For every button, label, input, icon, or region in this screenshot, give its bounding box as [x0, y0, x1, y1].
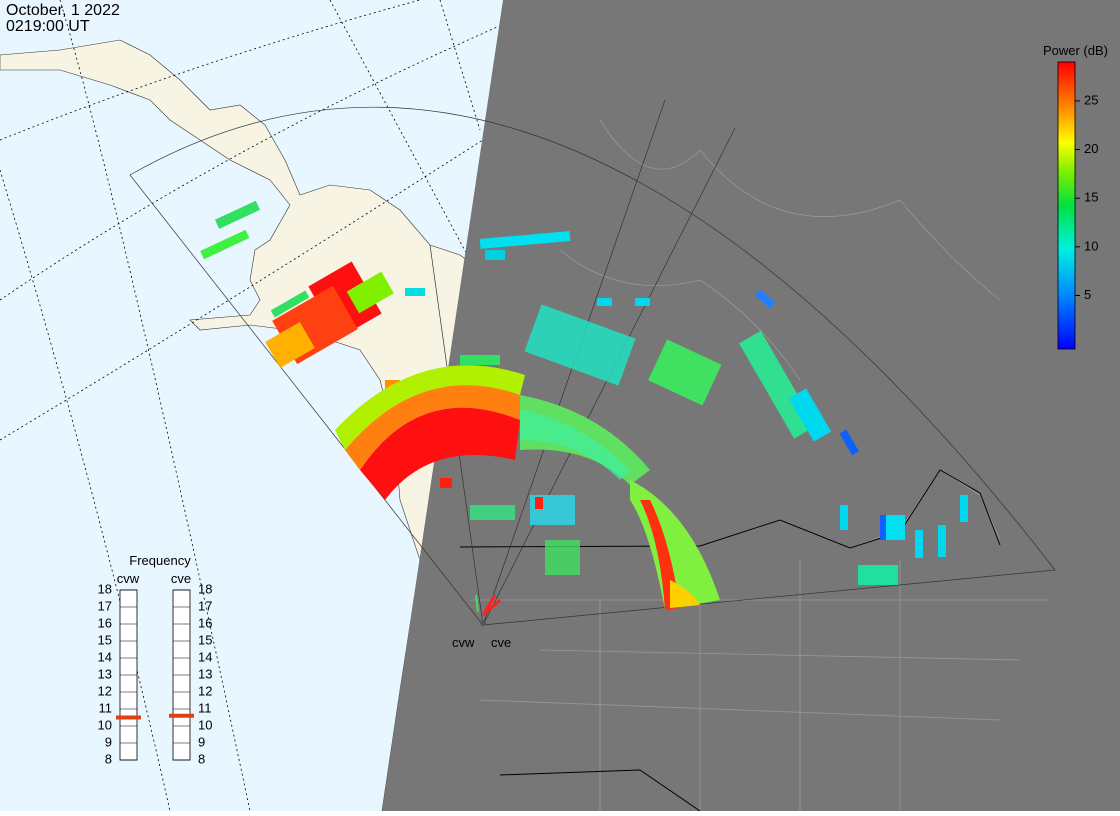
frequency-tick-label: 8 [105, 751, 112, 766]
frequency-tick-label: 14 [98, 649, 112, 664]
frequency-tick-label: 10 [98, 717, 112, 732]
station-label: cvw [452, 635, 475, 650]
colorbar-tick-label: 15 [1084, 190, 1098, 205]
date: October, 1 2022 [6, 2, 120, 19]
graticule [0, 0, 701, 812]
frequency-title: Frequency [129, 553, 191, 568]
echoes [200, 200, 968, 617]
frequency-tick-label: 12 [98, 683, 112, 698]
frequency-tick-label: 15 [198, 632, 212, 647]
border [459, 469, 1001, 812]
frequency-tick-label: 18 [98, 581, 112, 596]
frequency-tick-label: 9 [198, 734, 205, 749]
colorbar-title: Power (dB) [1043, 43, 1108, 58]
colorbar-tick-label: 20 [1084, 141, 1098, 156]
colorbar-tick-label: 5 [1084, 287, 1091, 302]
frequency-tick-label: 17 [98, 598, 112, 613]
station-label: cve [491, 635, 511, 650]
frequency-tick-label: 10 [198, 717, 212, 732]
frequency-tick-label: 18 [198, 581, 212, 596]
frequency-tick-label: 17 [198, 598, 212, 613]
colorbar-tick-label: 10 [1084, 238, 1098, 253]
radar-name: cvw [117, 571, 140, 586]
frequency-tick-label: 13 [98, 666, 112, 681]
radar-name: cve [171, 571, 191, 586]
frequency-tick-label: 15 [98, 632, 112, 647]
night-side [382, 0, 1120, 811]
frequency-tick-label: 11 [198, 700, 212, 715]
frequency-tick-label: 12 [198, 683, 212, 698]
frequency-tick-label: 9 [105, 734, 112, 749]
frequency-tick-label: 16 [98, 615, 112, 630]
frequency-tick-label: 14 [198, 649, 212, 664]
colorbar [1057, 61, 1076, 350]
frequency-tick-label: 11 [99, 700, 113, 715]
station-marker [480, 620, 486, 626]
frequency-tick-label: 16 [198, 615, 212, 630]
time: 0219:00 UT [6, 18, 90, 35]
frequency-tick-label: 13 [198, 666, 212, 681]
colorbar-tick-label: 25 [1084, 92, 1098, 107]
frequency-tick-label: 8 [198, 751, 205, 766]
